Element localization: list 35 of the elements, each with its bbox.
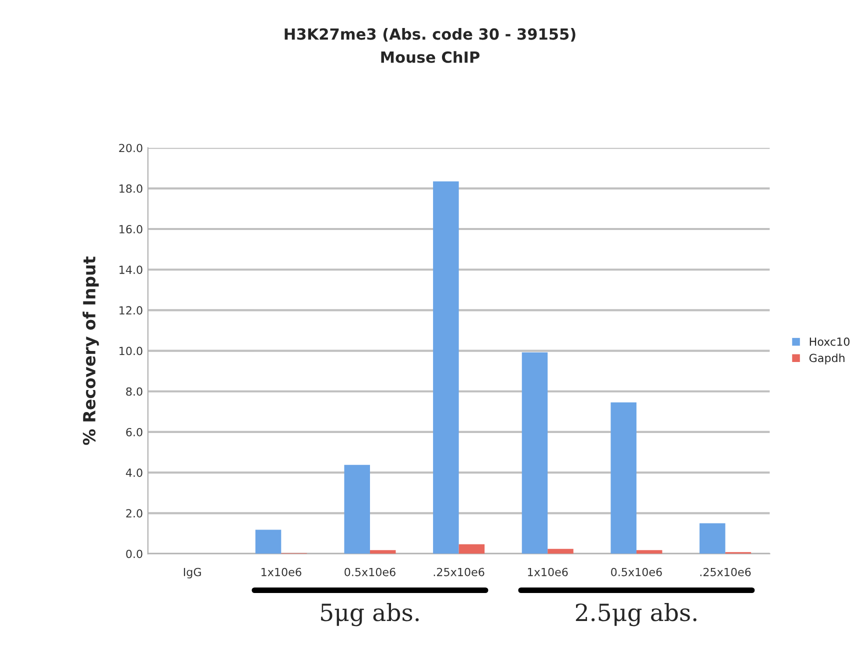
x-tick-label: 0.5x10e6: [611, 568, 662, 576]
bar: [458, 544, 485, 554]
bar: [636, 550, 662, 554]
bar: [255, 530, 282, 554]
x-tick-label: .25x10e6: [700, 568, 751, 576]
bar: [548, 548, 574, 554]
y-tick-label: 8.0: [126, 387, 142, 396]
y-tick-label: 0.0: [126, 550, 142, 558]
y-tick-label: 12.0: [120, 306, 142, 315]
legend-label: Gapdh: [809, 354, 844, 364]
y-tick-label: 10.0: [120, 346, 142, 356]
legend-label: Hoxc10: [810, 337, 850, 346]
chart-title: H3K27me3 (Abs. code 30 - 39155): [284, 28, 576, 42]
y-tick-label: 2.0: [126, 509, 142, 518]
bar: [433, 181, 459, 554]
text: 2.5μg abs.: [576, 603, 696, 626]
y-tick-label: 18.0: [120, 184, 142, 193]
bar: [522, 352, 548, 554]
chart-subtitle: Mouse ChIP: [381, 51, 480, 63]
x-tick-label: IgG: [184, 568, 201, 578]
text: 5μg abs.: [321, 603, 419, 626]
y-tick-label: 4.0: [126, 468, 142, 477]
bar: [370, 550, 396, 554]
y-tick-label: 16.0: [120, 224, 142, 234]
y-tick-label: 14.0: [120, 266, 142, 274]
x-tick-label: 1x10e6: [528, 568, 568, 576]
x-tick-label: .25x10e6: [434, 568, 484, 576]
y-axis-title: % Recovery of Input: [82, 256, 99, 445]
y-tick-label: 20.0: [119, 144, 142, 152]
x-tick-label: 0.5x10e6: [344, 568, 396, 576]
bar: [344, 464, 370, 554]
x-tick-label: 1x10e6: [262, 568, 302, 576]
bar: [610, 402, 636, 554]
bar: [700, 523, 726, 554]
y-tick-label: 6.0: [126, 428, 142, 436]
